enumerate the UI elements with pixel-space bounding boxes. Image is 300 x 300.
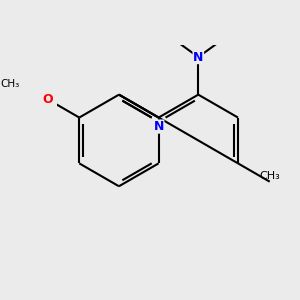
Text: O: O bbox=[42, 93, 53, 106]
Text: N: N bbox=[153, 120, 164, 133]
Text: CH₃: CH₃ bbox=[259, 171, 280, 181]
Text: N: N bbox=[193, 51, 203, 64]
Text: CH₃: CH₃ bbox=[0, 79, 19, 89]
